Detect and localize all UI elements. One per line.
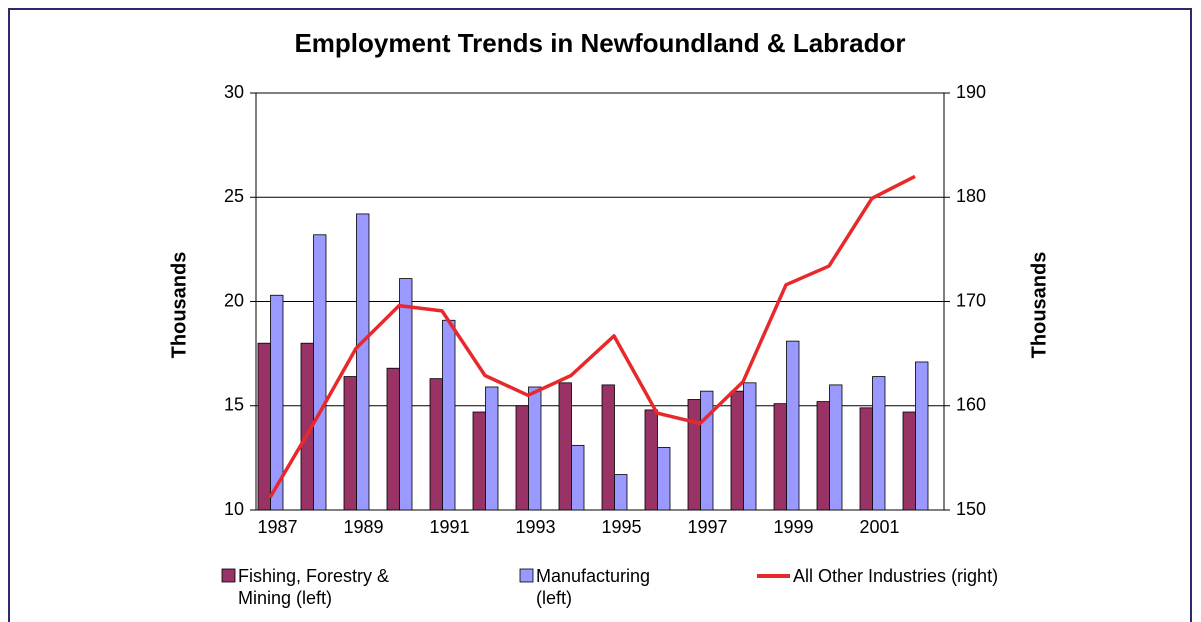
bar	[902, 411, 916, 511]
legend-swatch	[519, 568, 534, 583]
bar	[485, 386, 499, 511]
bar	[816, 401, 830, 511]
y2-tick-label: 150	[956, 499, 986, 519]
y-tick-label: 20	[224, 290, 244, 310]
bar	[730, 390, 744, 511]
legend-label: Fishing, Forestry & Mining (left)	[238, 566, 390, 608]
x-tick-label: 1991	[429, 517, 469, 537]
y-tick-label: 15	[224, 395, 244, 415]
bar	[528, 386, 542, 511]
bar	[343, 376, 357, 511]
bar	[257, 342, 271, 511]
chart-title: Employment Trends in Newfoundland & Labr…	[294, 28, 905, 58]
bar	[644, 409, 658, 511]
line	[268, 174, 916, 499]
legend-label: Manufacturing (left)	[536, 566, 651, 608]
bar	[657, 447, 671, 511]
bar	[614, 474, 628, 511]
bar	[356, 213, 370, 511]
bar	[429, 378, 443, 511]
x-tick-label: 1989	[343, 517, 383, 537]
bar	[786, 340, 800, 511]
legend-label: All Other Industries (right)	[793, 566, 999, 586]
x-tick-label: 2001	[859, 517, 899, 537]
bar	[743, 382, 757, 511]
bar	[687, 399, 701, 511]
y-tick-label: 30	[224, 82, 244, 102]
bar	[313, 234, 327, 511]
bar	[915, 361, 929, 511]
y-tick-label: 10	[224, 499, 244, 519]
legend-swatch	[221, 568, 236, 583]
bar	[700, 390, 714, 511]
y2-axis-title: Thousands	[1028, 252, 1050, 359]
bar	[515, 405, 529, 511]
x-tick-label: 1987	[257, 517, 297, 537]
bar	[472, 411, 486, 511]
y2-tick-label: 160	[956, 395, 986, 415]
bar	[601, 384, 615, 511]
bar	[829, 384, 843, 511]
x-tick-label: 1999	[773, 517, 813, 537]
y2-tick-label: 170	[956, 290, 986, 310]
y-tick-label: 25	[224, 186, 244, 206]
bar	[399, 278, 413, 511]
bar	[859, 407, 873, 511]
bar	[558, 382, 572, 511]
bar	[571, 444, 585, 511]
x-tick-label: 1997	[687, 517, 727, 537]
x-tick-label: 1993	[515, 517, 555, 537]
bar	[386, 367, 400, 511]
frame	[8, 8, 1192, 622]
y2-tick-label: 190	[956, 82, 986, 102]
bar	[773, 403, 787, 511]
y2-tick-label: 180	[956, 186, 986, 206]
x-tick-label: 1995	[601, 517, 641, 537]
bar	[872, 376, 886, 511]
bar	[442, 319, 456, 511]
bar	[270, 294, 284, 511]
y-axis-title: Thousands	[168, 252, 190, 359]
